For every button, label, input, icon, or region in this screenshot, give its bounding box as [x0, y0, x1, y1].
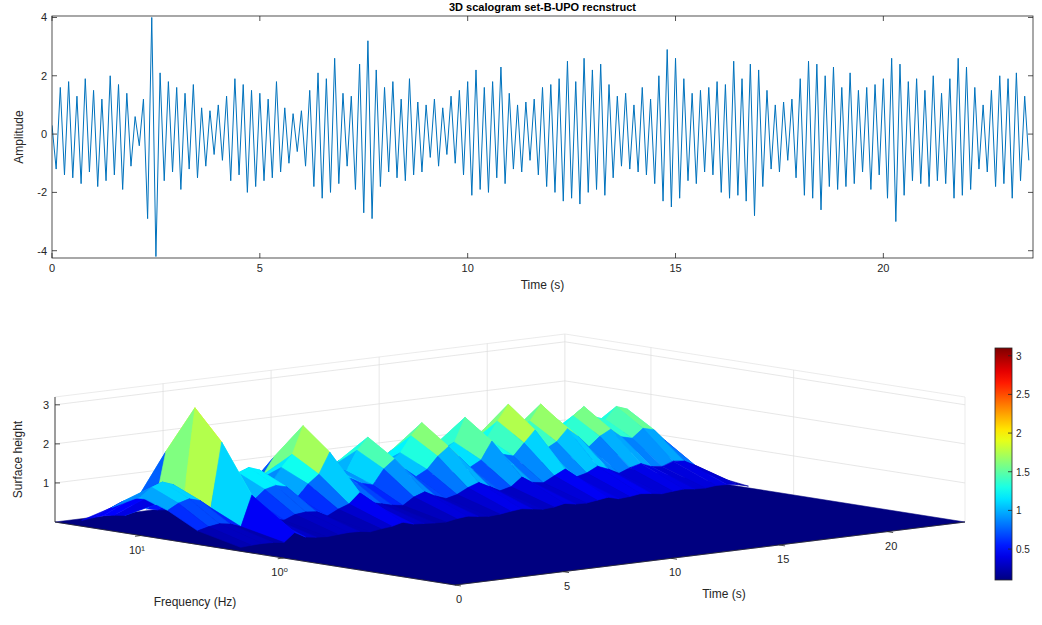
- x-tick: [779, 544, 785, 546]
- surface: [82, 404, 749, 547]
- x-tick: [52, 253, 53, 258]
- x-tick-label: 10: [462, 262, 474, 274]
- top-chart: 0 5 10 15 20 -4 -2 0 2 4 3D scalogram set-B-UPO re…: [12, 1, 1033, 292]
- x-tick-label: 15: [777, 553, 789, 565]
- y-tick: [1028, 134, 1033, 135]
- surface-patch: [168, 503, 209, 531]
- x-tick-label: 20: [885, 540, 897, 552]
- colorbar-tick: [1008, 394, 1012, 395]
- colorbar-tick-label: 1.5: [1016, 467, 1030, 478]
- colorbar-tick-label: 2.5: [1016, 389, 1030, 400]
- x-axis-line: [455, 522, 965, 585]
- y-tick-label: -4: [37, 245, 47, 257]
- x-tick-label: 5: [564, 580, 570, 592]
- x-tick-label: 10: [669, 566, 681, 578]
- x-tick-label: 20: [877, 262, 889, 274]
- x-tick: [563, 571, 569, 573]
- z-tick: [55, 443, 60, 444]
- x-tick: [52, 16, 53, 21]
- x-tick: [671, 558, 677, 560]
- surface-patch: [198, 527, 252, 548]
- data-group: [52, 17, 1029, 256]
- y-tick-label: -2: [37, 186, 47, 198]
- colorbar-tick: [1008, 549, 1012, 550]
- y-tick: [1028, 75, 1033, 76]
- x-tick: [259, 253, 260, 258]
- y-tick-label: 10¹: [129, 544, 145, 556]
- x-tick: [883, 253, 884, 258]
- x-axis-title: Time (s): [702, 587, 746, 601]
- x-tick-label: 5: [257, 262, 263, 274]
- x-tick: [883, 16, 884, 21]
- z-tick: [55, 482, 60, 483]
- surface-chart: 1 2 3 10⁰ 10¹ 0 5 10 15 20 Frequency (Hz) Time (s) S…: [11, 334, 1030, 609]
- z-axis-line: [55, 397, 56, 522]
- y-tick-label: 2: [41, 70, 47, 82]
- x-tick: [467, 253, 468, 258]
- chart-title: 3D scalogram set-B-UPO recnstruct: [449, 1, 636, 13]
- x-tick: [887, 531, 893, 533]
- y-axis-title: Frequency (Hz): [154, 595, 237, 609]
- surface-patch: [82, 501, 123, 520]
- z-tick-label: 3: [43, 399, 49, 411]
- back-wall: [55, 334, 565, 522]
- y-tick: [135, 535, 141, 537]
- y-axis-title: Amplitude: [12, 110, 26, 164]
- colorbar-tick: [1008, 510, 1012, 511]
- x-tick: [455, 585, 461, 587]
- x-tick: [675, 16, 676, 21]
- colorbar-tick-label: 2: [1016, 428, 1022, 439]
- z-tick: [55, 404, 60, 405]
- colorbar-tick-label: 3: [1016, 351, 1022, 362]
- y-tick: [1028, 250, 1033, 251]
- y-tick: [1028, 17, 1033, 18]
- x-tick: [675, 253, 676, 258]
- colorbar-tick: [1008, 471, 1012, 472]
- x-tick: [467, 16, 468, 21]
- z-tick-label: 1: [43, 477, 49, 489]
- x-tick-label: 15: [669, 262, 681, 274]
- colorbar-tick: [1008, 433, 1012, 434]
- y-grid-line: [793, 370, 794, 495]
- x-axis-title: Time (s): [521, 278, 565, 292]
- colorbar-tick-label: 1: [1016, 505, 1022, 516]
- surface-patch: [103, 498, 144, 516]
- y-tick: [52, 134, 57, 135]
- y-tick: [1028, 192, 1033, 193]
- colorbar-tick: [1008, 355, 1012, 356]
- x-tick-label: 0: [49, 262, 55, 274]
- z-grid-line: [55, 342, 965, 405]
- plot-area: [52, 16, 1033, 258]
- x-tick-label: 0: [456, 593, 462, 605]
- y-tick: [278, 558, 284, 560]
- colorbar: [995, 348, 1012, 580]
- y-tick: [52, 17, 57, 18]
- figure: 05101520-4-20243D scalogram set-B-UPO re…: [0, 0, 1042, 625]
- z-tick-label: 2: [43, 438, 49, 450]
- x-grid-line: [55, 397, 56, 522]
- x-tick: [259, 16, 260, 21]
- y-tick-label: 4: [41, 11, 47, 23]
- y-axis-line: [55, 522, 455, 585]
- y-tick-label: 10⁰: [271, 566, 288, 578]
- axes-frame: [52, 16, 1033, 258]
- y-tick-label: 0: [41, 128, 47, 140]
- y-tick: [52, 75, 57, 76]
- y-tick: [52, 192, 57, 193]
- y-tick: [52, 250, 57, 251]
- colorbar-tick-label: 0.5: [1016, 544, 1030, 555]
- signal-line: [52, 17, 1029, 256]
- z-axis-title: Surface height: [11, 420, 25, 498]
